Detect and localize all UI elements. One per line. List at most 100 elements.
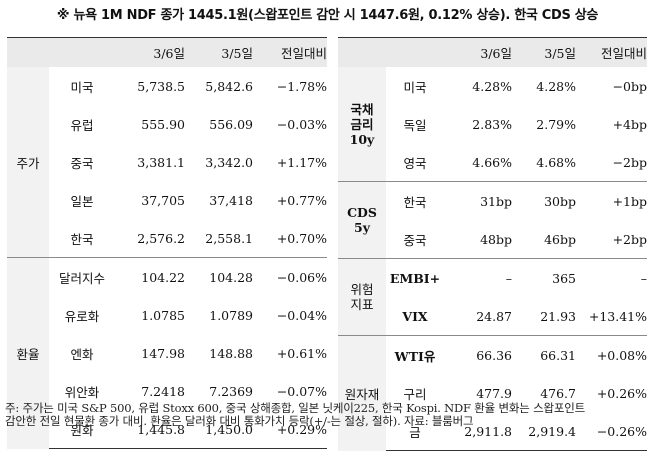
table-row: 영국 4.66% 4.68% −2bp (338, 143, 647, 182)
value-date-2: 66.31 (512, 335, 576, 374)
value-change: +2bp (612, 231, 647, 247)
row-label: 중국 (403, 232, 427, 248)
value-date-1: 4.28% (472, 78, 512, 94)
value-date-2: 7.2369 (209, 383, 253, 399)
category-bonds: 국채 금리 10y (338, 67, 386, 182)
value-change: −0.03% (276, 116, 327, 132)
row-label: 달러지수 (49, 257, 115, 296)
value-change: −0.04% (276, 307, 327, 323)
value-change: +0.08% (576, 335, 647, 374)
value-change: +0.77% (276, 192, 327, 208)
value-date-1: 24.87 (476, 308, 512, 324)
value-change: −0bp (612, 78, 647, 94)
table-row: 환율 달러지수 104.22 104.28 −0.06% (7, 257, 327, 449)
table-row: 한국 2,576.2 2,558.1 +0.70% (7, 219, 327, 258)
table-row: 독일 2.83% 2.79% +4bp (338, 105, 647, 143)
row-label: 독일 (403, 117, 427, 133)
rates-cds-commodities-table: 3/6일 3/5일 전일대비 국채 금리 10y 미국 4.28% 4.28% … (338, 37, 647, 451)
row-label: 유럽 (70, 117, 94, 133)
header-date-2: 3/5일 (185, 37, 253, 67)
value-date-2: 5,842.6 (205, 78, 253, 94)
row-label: 위안화 (64, 384, 100, 400)
header-date-2: 3/5일 (512, 37, 576, 67)
header-date-1: 3/6일 (115, 37, 185, 67)
header-change: 전일대비 (576, 37, 647, 67)
row-label: 중국 (70, 155, 94, 171)
row-label: 유로화 (64, 308, 100, 324)
row-label: 구리 (403, 386, 427, 402)
value-change: +0.26% (596, 385, 647, 401)
table-row: 엔화 147.98 148.88 +0.61% (7, 334, 327, 372)
value-date-1: 48bp (480, 231, 512, 247)
value-date-2: 4.68% (536, 154, 576, 170)
row-label: 영국 (403, 155, 427, 171)
table-row: 유로화 1.0785 1.0789 −0.04% (7, 296, 327, 334)
value-date-1: 7.2418 (141, 383, 185, 399)
value-date-1: 4.66% (472, 154, 512, 170)
value-date-2: 365 (512, 258, 576, 297)
row-label: 한국 (386, 181, 444, 220)
value-date-1: 1.0785 (141, 307, 185, 323)
value-date-1: 477.9 (476, 385, 512, 401)
value-date-2: 104.28 (185, 257, 253, 296)
value-date-1: 2,576.2 (137, 230, 185, 246)
category-cds: CDS 5y (338, 181, 386, 259)
table-row: 유럽 555.90 556.09 −0.03% (7, 105, 327, 143)
table-row: 위안화 7.2418 7.2369 −0.07% (7, 372, 327, 410)
row-label: WTI유 (386, 335, 444, 374)
footnote-line-1: 주: 주가는 미국 S&P 500, 유럽 Stoxx 600, 중국 상해종합… (5, 402, 585, 415)
table-row: CDS 5y 한국 31bp 30bp +1bp (338, 181, 647, 259)
value-change: +0.61% (276, 345, 327, 361)
value-date-1: 5,738.5 (137, 78, 185, 94)
row-label: 미국 (70, 79, 94, 95)
footnote-line-2: 감안한 전일 현물환 종가 대비. 환율은 달러화 대비 통화가치 등락(+/-… (5, 414, 474, 428)
row-label: 일본 (70, 193, 94, 209)
category-stocks: 주가 (7, 67, 49, 258)
value-change: +1.17% (276, 154, 327, 170)
table-row: 일본 37,705 37,418 +0.77% (7, 181, 327, 219)
value-change: +13.41% (588, 308, 647, 324)
value-change: – (576, 258, 647, 297)
category-commodities: 원자재 (338, 335, 386, 451)
table-row: 원자재 WTI유 66.36 66.31 +0.08% (338, 335, 647, 451)
table-row: 구리 477.9 476.7 +0.26% (338, 374, 647, 412)
equity-fx-table: 3/6일 3/5일 전일대비 주가 미국 5,738.5 5,842.6 −1.… (7, 37, 327, 449)
header-date-1: 3/6일 (444, 37, 512, 67)
row-label: 한국 (70, 231, 94, 247)
value-change: −0.07% (276, 383, 327, 399)
value-date-1: 37,705 (141, 192, 185, 208)
value-change: +4bp (612, 116, 647, 132)
page-title: ※ 뉴욕 1M NDF 종가 1445.1원(스왑포인트 감안 시 1447.6… (56, 8, 599, 23)
value-date-2: 556.09 (209, 116, 253, 132)
value-change: +0.70% (276, 230, 327, 246)
value-date-2: 37,418 (209, 192, 253, 208)
value-change: +1bp (576, 181, 647, 220)
value-date-2: 1.0789 (209, 307, 253, 323)
value-date-1: 66.36 (444, 335, 512, 374)
value-date-1: 3,381.1 (137, 154, 185, 170)
value-date-2: 3,342.0 (205, 154, 253, 170)
table-header-row: 3/6일 3/5일 전일대비 (7, 37, 327, 67)
table-row: 중국 3,381.1 3,342.0 +1.17% (7, 143, 327, 181)
value-date-1: 555.90 (141, 116, 185, 132)
category-fx: 환율 (7, 257, 49, 449)
value-date-1: 147.98 (141, 345, 185, 361)
header-change: 전일대비 (253, 37, 327, 67)
table-row: 중국 48bp 46bp +2bp (338, 220, 647, 259)
value-change: −0.06% (253, 257, 327, 296)
value-date-1: 2.83% (472, 116, 512, 132)
table-row: 위험 지표 EMBI+ – 365 – (338, 258, 647, 336)
value-date-2: 4.28% (536, 78, 576, 94)
value-date-2: 30bp (512, 181, 576, 220)
value-date-2: 46bp (544, 231, 576, 247)
value-date-2: 476.7 (540, 385, 576, 401)
value-change: −1.78% (276, 78, 327, 94)
row-label: 엔화 (70, 346, 94, 362)
table-row: VIX 24.87 21.93 +13.41% (338, 297, 647, 336)
value-change: −2bp (612, 154, 647, 170)
value-date-2: 21.93 (540, 308, 576, 324)
category-risk: 위험 지표 (338, 258, 386, 336)
row-label: 미국 (403, 79, 427, 95)
table-row: 주가 미국 5,738.5 5,842.6 −1.78% (7, 67, 327, 258)
table-row: 국채 금리 10y 미국 4.28% 4.28% −0bp (338, 67, 647, 182)
